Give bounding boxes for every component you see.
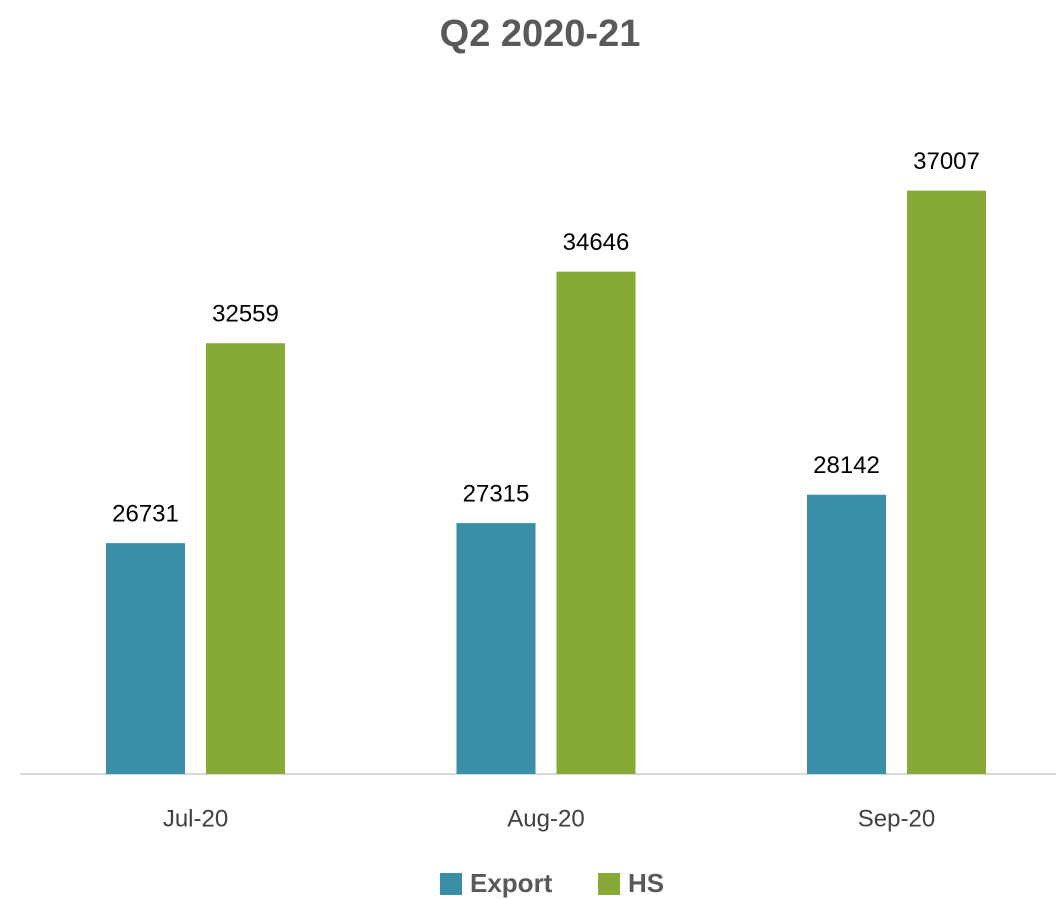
legend-swatch <box>598 873 620 895</box>
bar <box>807 494 886 774</box>
chart-title: Q2 2020-21 <box>440 13 641 55</box>
legend-label: Export <box>470 868 553 898</box>
data-label: 28142 <box>813 452 880 479</box>
bar <box>206 343 285 774</box>
x-tick-label: Sep-20 <box>858 805 935 832</box>
legend-swatch <box>440 873 462 895</box>
bar <box>907 190 986 774</box>
x-tick-label: Jul-20 <box>163 805 228 832</box>
data-label: 34646 <box>563 229 630 256</box>
data-label: 27315 <box>463 480 530 507</box>
x-tick-label: Aug-20 <box>507 805 584 832</box>
bar <box>556 271 636 774</box>
bar <box>106 543 185 774</box>
bar <box>456 523 536 774</box>
legend-label: HS <box>628 868 664 898</box>
data-label: 37007 <box>913 148 980 175</box>
data-label: 26731 <box>112 500 179 527</box>
data-label: 32559 <box>212 301 279 328</box>
